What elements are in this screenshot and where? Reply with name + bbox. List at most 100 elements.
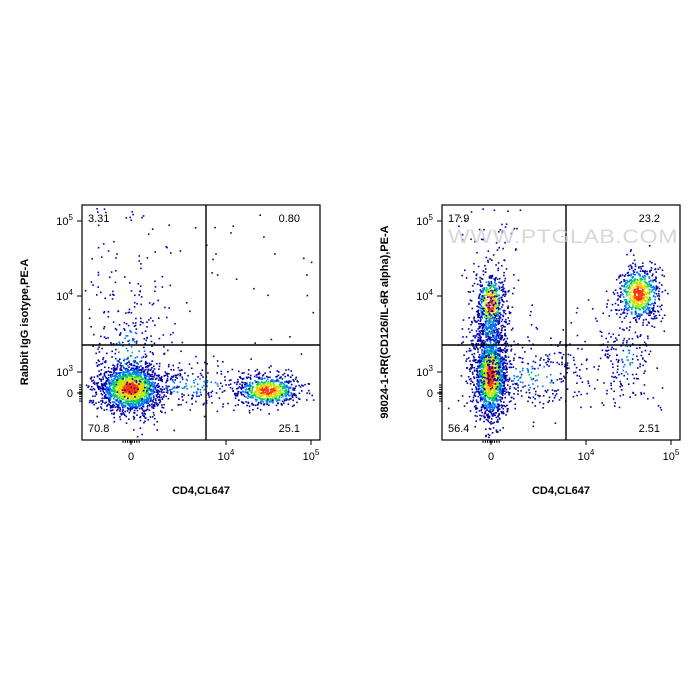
event-dot xyxy=(475,420,477,422)
event-dot xyxy=(495,351,498,354)
event-dot xyxy=(114,352,117,355)
event-dot xyxy=(475,388,478,390)
event-dot xyxy=(84,289,87,292)
event-dot xyxy=(504,365,507,367)
event-dot xyxy=(275,395,277,398)
event-dot xyxy=(468,303,470,305)
event-dot xyxy=(135,375,138,378)
event-dot xyxy=(194,378,197,381)
event-dot xyxy=(510,363,513,366)
event-dot xyxy=(123,392,125,395)
event-dot xyxy=(181,393,183,395)
event-dot xyxy=(496,289,498,292)
event-dot xyxy=(500,362,503,365)
event-dot xyxy=(127,357,129,360)
event-dot xyxy=(471,353,473,356)
event-dot xyxy=(499,386,502,389)
event-dot xyxy=(496,431,498,433)
event-dot xyxy=(270,391,272,393)
event-dot xyxy=(278,395,281,397)
event-dot xyxy=(308,389,310,392)
event-dot xyxy=(249,384,252,387)
event-dot xyxy=(503,384,505,386)
event-dot xyxy=(502,408,505,410)
event-dot xyxy=(282,385,284,388)
event-dot xyxy=(140,404,142,406)
event-dot xyxy=(102,384,104,387)
event-dot xyxy=(157,386,159,389)
event-dot xyxy=(122,391,124,394)
event-dot xyxy=(478,314,481,316)
event-dot xyxy=(170,368,172,371)
event-dot xyxy=(264,372,266,374)
event-dot xyxy=(492,291,495,294)
event-dot xyxy=(137,367,140,370)
event-dot xyxy=(485,315,488,318)
event-dot xyxy=(107,388,109,391)
event-dot xyxy=(497,330,499,332)
event-dot xyxy=(127,368,129,371)
event-dot xyxy=(217,385,219,387)
event-dot xyxy=(132,339,134,342)
event-dot xyxy=(493,368,496,371)
event-dot xyxy=(499,332,501,334)
event-dot xyxy=(110,342,112,344)
event-dot xyxy=(480,339,483,342)
event-dot xyxy=(503,380,506,383)
event-dot xyxy=(506,348,509,351)
event-dot xyxy=(161,391,163,394)
event-dot xyxy=(140,320,142,323)
event-dot xyxy=(144,376,146,378)
event-dot xyxy=(276,378,279,381)
event-dot xyxy=(232,225,235,227)
event-dot xyxy=(289,387,292,389)
event-dot xyxy=(198,395,200,397)
event-dot xyxy=(113,391,116,393)
event-dot xyxy=(483,387,486,389)
event-dot xyxy=(148,364,150,367)
event-dot xyxy=(108,383,111,386)
event-dot xyxy=(491,392,493,394)
event-dot xyxy=(156,429,158,431)
event-dot xyxy=(228,379,231,382)
event-dot xyxy=(491,422,494,425)
event-dot xyxy=(224,376,226,378)
event-dot xyxy=(107,311,110,313)
event-dot xyxy=(111,375,114,378)
event-dot xyxy=(230,232,232,234)
event-dot xyxy=(497,315,499,317)
event-dot xyxy=(260,381,263,383)
event-dot xyxy=(487,346,490,349)
event-dot xyxy=(121,402,123,404)
event-dot xyxy=(473,377,476,380)
event-dot xyxy=(286,390,289,393)
event-dot xyxy=(487,288,490,291)
event-dot xyxy=(143,400,146,402)
event-dot xyxy=(248,393,251,396)
event-dot xyxy=(143,350,146,352)
event-dot xyxy=(107,374,110,376)
event-dot xyxy=(118,375,120,377)
event-dot xyxy=(506,374,508,377)
event-dot xyxy=(92,399,95,402)
event-dot xyxy=(498,368,501,370)
event-dot xyxy=(288,394,290,397)
event-dot xyxy=(126,394,129,396)
event-dot xyxy=(486,359,488,362)
event-dot xyxy=(267,376,269,378)
event-dot xyxy=(107,316,110,318)
event-dot xyxy=(476,347,479,350)
event-dot xyxy=(144,372,147,375)
event-dot xyxy=(128,370,130,373)
event-dot xyxy=(130,393,133,395)
event-dot xyxy=(480,391,483,393)
event-dot xyxy=(250,396,252,399)
event-dot xyxy=(482,399,484,401)
event-dot xyxy=(473,357,475,359)
event-dot xyxy=(489,258,491,260)
event-dot xyxy=(269,393,272,396)
event-dot xyxy=(124,390,126,393)
event-dot xyxy=(474,320,477,322)
event-dot xyxy=(117,406,119,409)
